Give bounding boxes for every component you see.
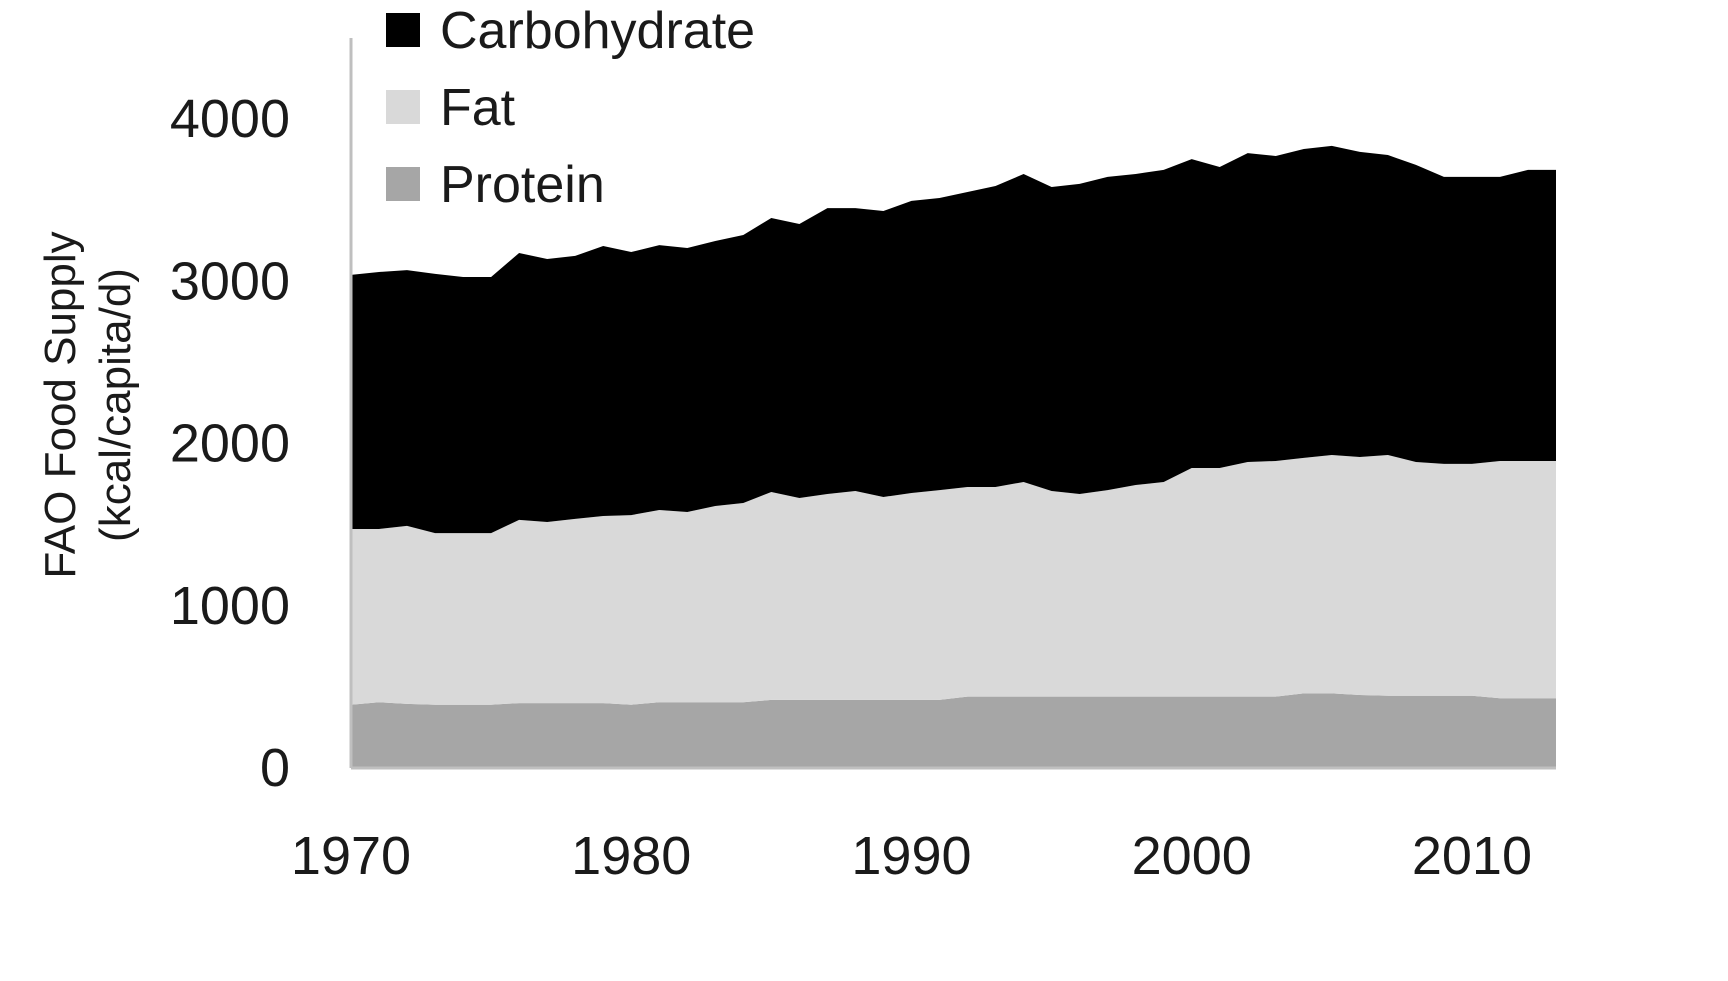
- area-carbohydrate: [351, 145, 1556, 534]
- y-tick-label: 0: [260, 738, 290, 798]
- x-tick-label: 2010: [1412, 826, 1532, 886]
- x-tick-label: 1970: [291, 826, 411, 886]
- legend-item-fat: Fat: [386, 79, 516, 137]
- y-tick-label: 3000: [170, 251, 290, 311]
- x-tick-labels: 1970 1980 1990 2000 2010: [291, 826, 1532, 886]
- plot-areas: [351, 145, 1556, 768]
- legend-label: Carbohydrate: [440, 2, 755, 60]
- legend-label: Fat: [440, 79, 516, 137]
- legend-swatch: [386, 13, 420, 47]
- legend-item-carbohydrate: Carbohydrate: [386, 2, 755, 60]
- x-tick-label: 1980: [571, 826, 691, 886]
- y-tick-labels: 0 1000 2000 3000 4000: [170, 89, 290, 798]
- legend-label: Protein: [440, 156, 605, 214]
- y-tick-label: 2000: [170, 414, 290, 474]
- area-fat: [351, 455, 1556, 705]
- x-tick-label: 1990: [851, 826, 971, 886]
- y-axis-title-line-2: (kcal/capita/d): [91, 268, 140, 542]
- area-protein: [351, 693, 1556, 768]
- y-axis-title: FAO Food Supply (kcal/capita/d): [36, 231, 140, 578]
- y-tick-label: 4000: [170, 89, 290, 149]
- legend-item-protein: Protein: [386, 156, 605, 214]
- x-tick-label: 2000: [1132, 826, 1252, 886]
- y-tick-label: 1000: [170, 576, 290, 636]
- legend: Carbohydrate Fat Protein: [386, 2, 755, 214]
- legend-swatch: [386, 90, 420, 124]
- legend-swatch: [386, 167, 420, 201]
- y-axis-title-line-1: FAO Food Supply: [36, 231, 85, 578]
